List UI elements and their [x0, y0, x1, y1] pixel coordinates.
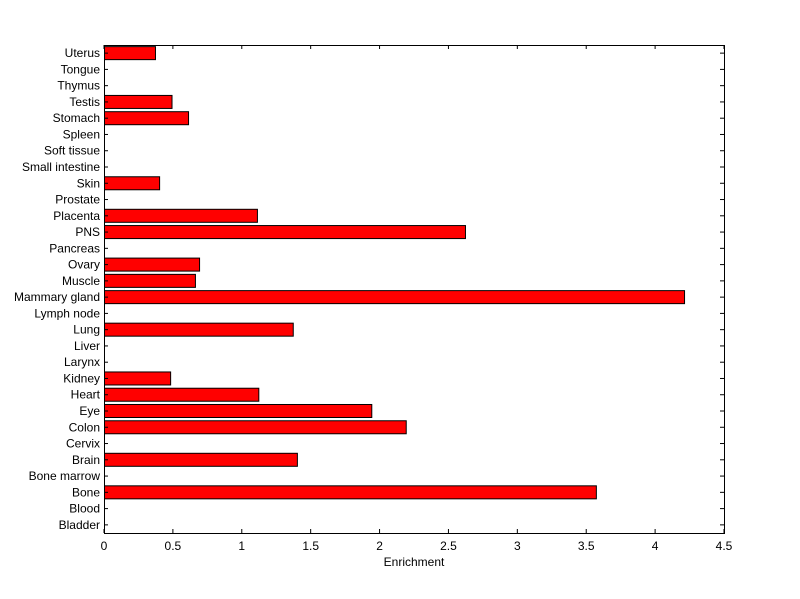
bar: [104, 273, 196, 288]
y-tick-label: PNS: [75, 225, 100, 239]
y-tick-label: Uterus: [65, 46, 100, 60]
y-tick-label: Lung: [73, 323, 100, 337]
x-tick-label: 2: [376, 539, 383, 553]
y-tick-label: Cervix: [66, 437, 100, 451]
bar: [104, 208, 258, 223]
y-tick-label: Lymph node: [34, 306, 100, 320]
y-tick-label: Bone: [72, 485, 100, 499]
x-tick-label: 0: [101, 539, 108, 553]
y-tick-label: Heart: [71, 388, 101, 402]
x-axis-title: Enrichment: [384, 555, 445, 569]
y-tick-label: Muscle: [62, 274, 100, 288]
y-tick-label: Placenta: [53, 209, 100, 223]
y-tick-label: Bone marrow: [29, 469, 101, 483]
x-tick-label: 4.5: [716, 539, 733, 553]
y-tick-label: Eye: [79, 404, 100, 418]
y-tick-label: Ovary: [68, 258, 100, 272]
y-tick-label: Prostate: [55, 193, 100, 207]
y-tick-label: Stomach: [53, 111, 100, 125]
bar: [104, 257, 201, 272]
y-tick-label: Pancreas: [49, 241, 100, 255]
bar: [104, 111, 190, 126]
bar: [104, 485, 597, 500]
x-tick-label: 3.5: [578, 539, 595, 553]
bar: [104, 94, 173, 109]
plot-frame: [104, 45, 725, 534]
y-tick-label: Thymus: [57, 79, 100, 93]
bars-group: [104, 46, 686, 500]
y-tick-label: Brain: [72, 453, 100, 467]
y-tick-label: Bladder: [59, 518, 100, 532]
bar: [104, 322, 294, 337]
y-tick-label: Soft tissue: [44, 144, 100, 158]
bar: [104, 387, 260, 402]
y-tick-label: Testis: [69, 95, 100, 109]
bar: [104, 371, 172, 386]
x-tick-label: 2.5: [440, 539, 457, 553]
y-tick-label: Blood: [69, 502, 100, 516]
y-tick-label: Skin: [77, 176, 100, 190]
bar: [104, 290, 686, 305]
bar: [104, 225, 466, 240]
y-tick-label: Tongue: [61, 62, 101, 76]
bar: [104, 452, 298, 467]
bar: [104, 176, 161, 191]
x-tick-label: 4: [652, 539, 659, 553]
bar: [104, 46, 156, 61]
x-tick-label: 0.5: [165, 539, 182, 553]
y-tick-label: Larynx: [64, 355, 100, 369]
x-tick-label: 1.5: [302, 539, 319, 553]
y-tick-label: Mammary gland: [14, 290, 100, 304]
x-tick-label: 3: [514, 539, 521, 553]
y-tick-label: Small intestine: [22, 160, 100, 174]
y-tick-label: Kidney: [63, 371, 100, 385]
x-tick-label: 1: [238, 539, 245, 553]
labels-group: Bladder Blood Bone Bone marrow Brain Cervix Co…: [14, 46, 733, 553]
y-tick-label: Liver: [74, 339, 100, 353]
bar: [104, 403, 373, 419]
y-tick-label: Colon: [69, 420, 100, 434]
bar: [104, 420, 407, 435]
y-tick-label: Spleen: [63, 127, 100, 141]
